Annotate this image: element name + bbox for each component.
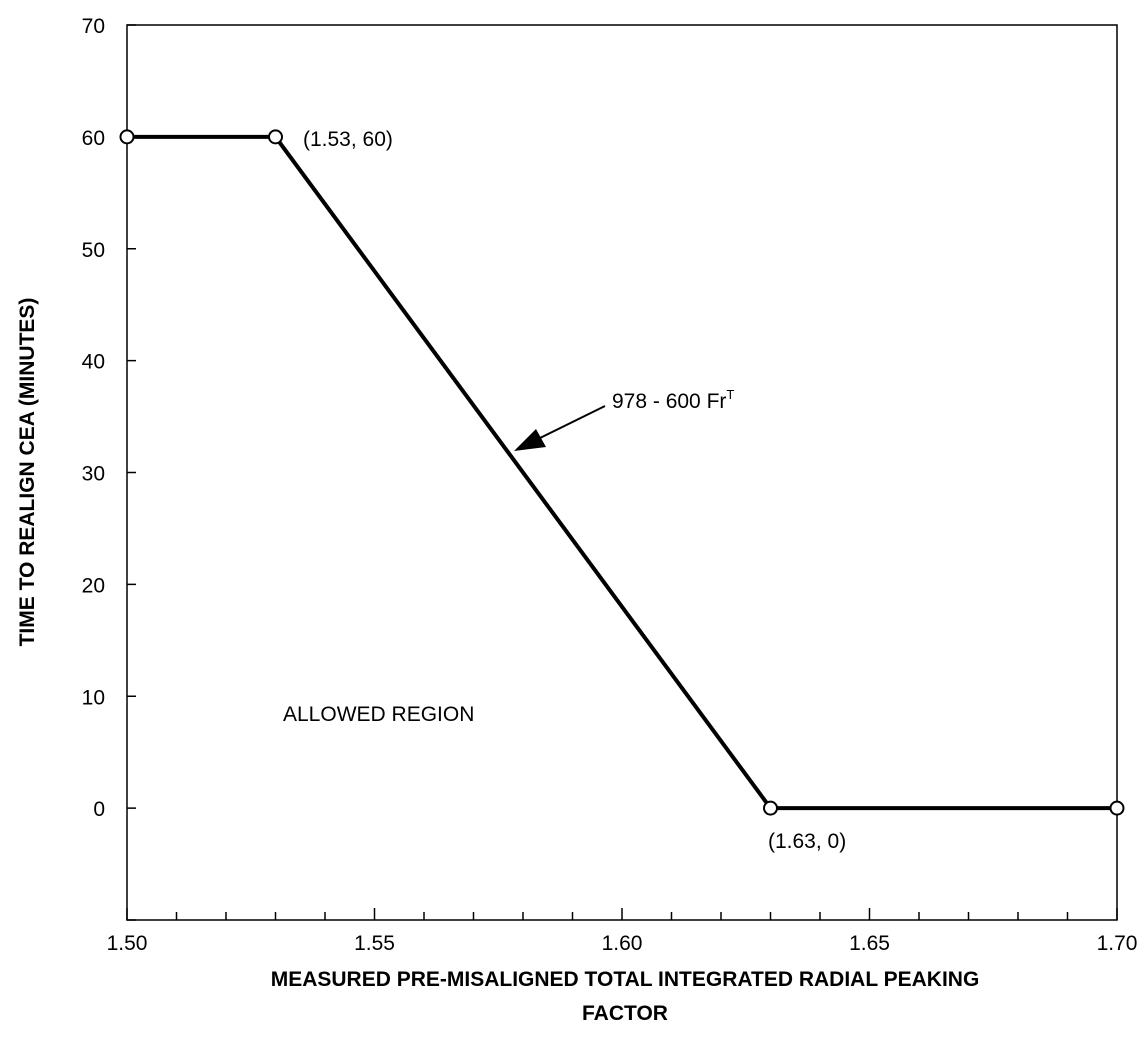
y-axis-title: TIME TO REALIGN CEA (MINUTES) (16, 298, 39, 647)
y-tick-label: 70 (82, 15, 105, 38)
equation-text: 978 - 600 Fr (612, 390, 726, 413)
y-tick-label: 0 (93, 798, 105, 821)
x-axis-title-line2: FACTOR (582, 1002, 668, 1025)
allowed-region-label: ALLOWED REGION (283, 703, 474, 726)
data-point (1109, 800, 1125, 816)
x-tick-label: 1.50 (107, 932, 148, 955)
y-tick-label: 40 (82, 351, 105, 374)
equation-arrow-shaft (539, 405, 606, 439)
data-point (763, 800, 778, 816)
y-tick-label: 20 (82, 574, 105, 597)
x-axis-ticks (126, 908, 1118, 920)
point-b-label: (1.63, 0) (768, 830, 846, 853)
y-tick-label: 50 (82, 239, 105, 262)
series-layer (127, 134, 1117, 811)
y-axis-tick-labels: 0 10 20 30 40 50 60 70 (82, 15, 105, 821)
plot-frame (126, 24, 1118, 921)
equation-arrow-head (514, 429, 546, 451)
y-tick-label: 30 (82, 463, 105, 486)
series-line (127, 134, 1117, 811)
x-tick-label: 1.70 (1097, 932, 1138, 955)
data-point (268, 129, 283, 145)
data-point (119, 129, 135, 145)
marker-layer (119, 129, 1125, 816)
x-axis-title-line1: MEASURED PRE-MISALIGNED TOTAL INTEGRATED… (271, 968, 980, 991)
equation-superscript: T (726, 387, 734, 402)
y-tick-label: 60 (82, 127, 105, 150)
x-axis-tick-labels: 1.50 1.55 1.60 1.65 1.70 (107, 932, 1138, 955)
x-tick-label: 1.55 (354, 932, 395, 955)
y-axis-ticks (127, 24, 136, 921)
y-tick-label: 10 (82, 686, 105, 709)
x-tick-label: 1.65 (849, 932, 890, 955)
x-tick-label: 1.60 (602, 932, 643, 955)
point-a-label: (1.53, 60) (303, 128, 393, 151)
equation-annotation: 978 - 600 FrT (612, 387, 734, 413)
